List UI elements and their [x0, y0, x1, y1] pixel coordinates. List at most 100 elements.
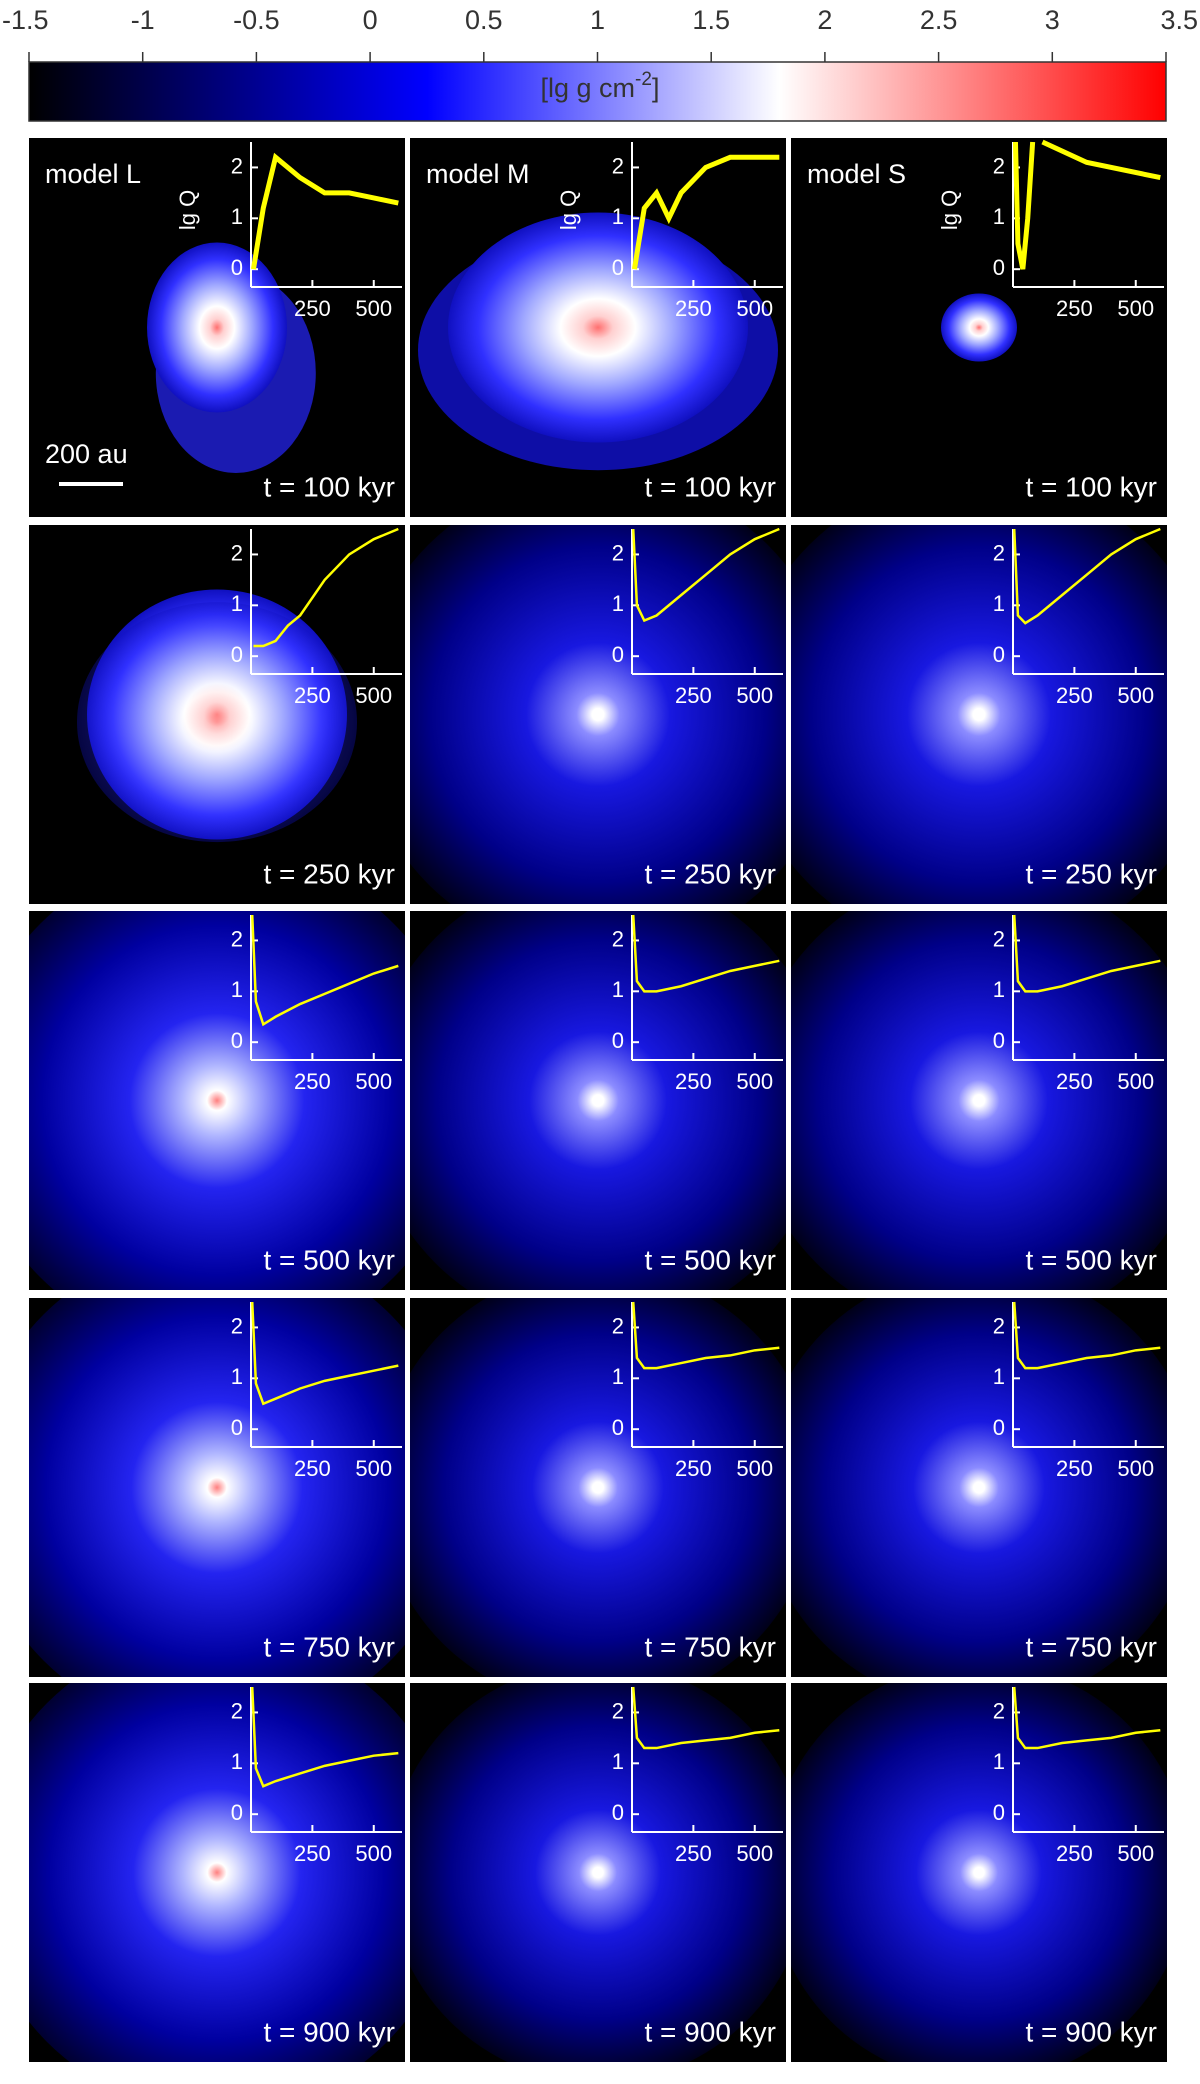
inset-y-tick-label: 0: [612, 1028, 624, 1053]
inset-y-tick-label: 1: [993, 204, 1005, 229]
disk: [410, 1683, 786, 2062]
inset-x-tick-label: 500: [355, 1841, 392, 1866]
density-map: [147, 242, 316, 473]
disk: [410, 1298, 786, 1677]
time-label: t = 900 kyr: [644, 2016, 776, 2047]
time-label: t = 500 kyr: [263, 1244, 395, 1275]
inset-x-tick-label: 500: [355, 1456, 392, 1481]
colorbar-tick-label: 0: [363, 5, 378, 35]
inset-x-tick-label: 250: [294, 296, 331, 321]
inset-y-tick-label: 2: [612, 1313, 624, 1338]
panel: 0 1 2 250 500 lg Q model L t = 100 kyr 200 au: [29, 138, 405, 517]
model-label: model S: [807, 159, 906, 189]
q-curve: [1012, 914, 1161, 993]
inset-y-tick-label: 1: [612, 591, 624, 616]
time-label: t = 900 kyr: [1025, 2016, 1157, 2047]
time-label: t = 100 kyr: [1025, 471, 1157, 502]
q-curve: [631, 1301, 780, 1370]
density-map: [410, 911, 786, 1290]
panel: 0 1 2 250 500 t = 250 kyr: [29, 525, 405, 904]
colorbar-tick-label: -1.5: [2, 5, 49, 35]
q-curve: [631, 527, 780, 623]
q-curve: [250, 914, 399, 1027]
time-label: t = 250 kyr: [1025, 858, 1157, 889]
inset-x-tick-label: 500: [736, 1841, 773, 1866]
disk: [791, 911, 1167, 1290]
disk: [29, 911, 405, 1290]
colorbar-tick-label: 2.5: [920, 5, 958, 35]
inset-y-tick-label: 2: [231, 540, 243, 565]
panel: 0 1 2 250 500 t = 500 kyr: [791, 911, 1167, 1290]
time-label: t = 250 kyr: [644, 858, 776, 889]
inset-y-tick-label: 0: [231, 1800, 243, 1825]
disk: [147, 242, 287, 413]
inset-x-tick-label: 250: [675, 683, 712, 708]
disk: [410, 911, 786, 1290]
inset-y-tick-label: 2: [231, 1698, 243, 1723]
inset-x-tick-label: 250: [294, 683, 331, 708]
inset-y-tick-label: 2: [231, 926, 243, 951]
panel: 0 1 2 250 500 t = 500 kyr: [29, 911, 405, 1290]
inset-y-tick-label: 2: [993, 540, 1005, 565]
inset-x-tick-label: 250: [675, 1841, 712, 1866]
inset-y-tick-label: 1: [231, 204, 243, 229]
colorbar-tick-label: 1.5: [692, 5, 730, 35]
q-curve: [631, 154, 780, 270]
q-curve: [1012, 527, 1161, 625]
q-curve: [631, 914, 780, 993]
inset-x-tick-label: 250: [675, 1069, 712, 1094]
disk: [29, 1683, 405, 2062]
colorbar-tick-label: 3.5: [1160, 5, 1198, 35]
inset-y-tick-label: 1: [993, 1364, 1005, 1389]
panel: 0 1 2 250 500 t = 500 kyr: [410, 911, 786, 1290]
disk: [941, 293, 1017, 362]
disk: [791, 1683, 1167, 2062]
q-curve: [253, 527, 399, 648]
disk: [791, 1298, 1167, 1677]
inset-y-tick-label: 0: [231, 255, 243, 280]
panel: 0 1 2 250 500 t = 900 kyr: [29, 1683, 405, 2062]
density-map: [29, 1683, 405, 2062]
inset-y-tick-label: 0: [993, 642, 1005, 667]
inset-x-tick-label: 250: [1056, 1841, 1093, 1866]
colorbar-tick-label: 0.5: [465, 5, 503, 35]
panel: 0 1 2 250 500 t = 250 kyr: [791, 525, 1167, 904]
inset-y-tick-label: 1: [231, 977, 243, 1002]
inset-x-tick-label: 500: [736, 683, 773, 708]
density-map: [77, 589, 357, 843]
q-curve: [1012, 139, 1161, 270]
inset-x-tick-label: 250: [675, 1456, 712, 1481]
time-label: t = 900 kyr: [263, 2016, 395, 2047]
q-curve: [1012, 1301, 1161, 1370]
inset-y-tick-label: 0: [612, 1415, 624, 1440]
time-label: t = 750 kyr: [644, 1631, 776, 1662]
inset-y-tick-label: 1: [993, 977, 1005, 1002]
inset-y-label: lg Q: [937, 190, 962, 230]
inset-y-tick-label: 2: [993, 926, 1005, 951]
density-map: [791, 1298, 1167, 1677]
inset-y-tick-label: 1: [993, 1749, 1005, 1774]
inset-x-tick-label: 500: [355, 683, 392, 708]
density-map: [410, 1683, 786, 2062]
inset-x-tick-label: 500: [355, 296, 392, 321]
time-label: t = 500 kyr: [1025, 1244, 1157, 1275]
inset-y-tick-label: 2: [612, 153, 624, 178]
panel: 0 1 2 250 500 lg Q model S t = 100 kyr: [791, 138, 1167, 517]
density-map: [29, 911, 405, 1290]
inset-x-tick-label: 250: [1056, 296, 1093, 321]
inset-y-tick-label: 0: [993, 1800, 1005, 1825]
inset-y-label: lg Q: [175, 190, 200, 230]
panel: 0 1 2 250 500 t = 250 kyr: [410, 525, 786, 904]
inset-x-tick-label: 500: [1117, 1069, 1154, 1094]
q-curve: [250, 1301, 399, 1406]
inset-y-tick-label: 2: [612, 1698, 624, 1723]
inset-x-tick-label: 250: [294, 1456, 331, 1481]
q-curve: [1012, 1686, 1161, 1750]
inset-y-tick-label: 0: [993, 1028, 1005, 1053]
colorbar: [lg g cm-2] -1.5 -1 -0.5 0 0.5 1 1.5 2 2.5 3 3.5: [2, 5, 1198, 122]
colorbar-tick-label: 1: [590, 5, 605, 35]
time-label: t = 100 kyr: [263, 471, 395, 502]
inset-y-tick-label: 0: [612, 255, 624, 280]
colorbar-tick-label: -1: [131, 5, 155, 35]
